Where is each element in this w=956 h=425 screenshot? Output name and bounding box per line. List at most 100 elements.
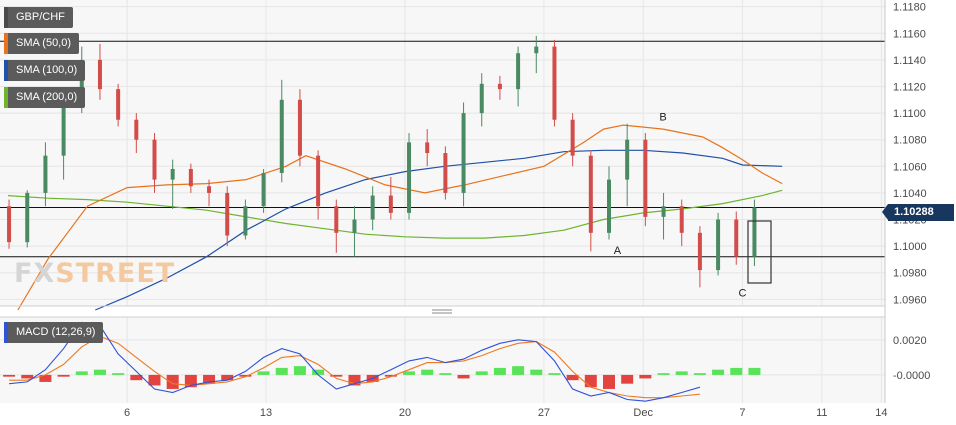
candle-body	[352, 219, 357, 233]
candle-body	[134, 119, 139, 140]
y-tick-label: 1.0980	[893, 268, 927, 280]
macd-series	[3, 321, 761, 402]
candle-body	[334, 206, 339, 233]
x-axis-labels: 6 13 20 27 Dec 7 11 14	[124, 407, 887, 419]
candle-body	[625, 139, 630, 180]
candle-body	[297, 99, 302, 156]
annotations: A B C	[614, 112, 747, 300]
macd-histogram-bar	[439, 373, 452, 375]
candle-body	[225, 192, 230, 236]
macd-histogram-bar	[403, 371, 416, 375]
macd-histogram-bar	[184, 374, 197, 388]
candle-body	[43, 155, 48, 193]
legend-gbpchf: GBP/CHF	[4, 7, 73, 28]
candle-body	[25, 192, 30, 243]
macd-histogram-bar	[530, 369, 543, 375]
macd-histogram-bar	[548, 373, 561, 375]
candle-body	[152, 139, 157, 180]
candle-body	[497, 83, 502, 90]
macd-histogram-bar	[75, 371, 88, 375]
candle-body	[588, 155, 593, 233]
macd-histogram-bar	[221, 374, 234, 381]
y-tick-label: 1.0960	[893, 294, 927, 306]
candles	[7, 35, 757, 288]
y-tick-label: 1.1000	[893, 241, 927, 253]
y-tick-label: 1.1100	[893, 108, 926, 120]
macd-histogram-bar	[257, 371, 270, 375]
x-tick-label: 20	[399, 407, 411, 419]
macd-histogram-bar	[39, 374, 52, 382]
legend-swatch	[4, 33, 8, 54]
macd-histogram-bar	[21, 374, 34, 379]
candle-body	[316, 155, 321, 207]
macd-histogram-bar	[239, 374, 252, 377]
fxstreet-watermark-logo: FXSTREET	[14, 258, 176, 289]
candle-body	[261, 172, 266, 207]
candle-body	[552, 46, 557, 120]
x-tick-label: Dec	[633, 407, 653, 419]
macd-histogram-bar	[639, 374, 652, 379]
candle-body	[79, 59, 84, 107]
legend-label: SMA (100,0)	[16, 64, 78, 76]
annotation-label: B	[659, 112, 666, 124]
candle-body	[643, 139, 648, 217]
macd-histogram-bar	[384, 374, 397, 377]
x-tick-label: 27	[538, 407, 550, 419]
macd-line	[9, 321, 701, 402]
macd-histogram-bar	[493, 367, 506, 375]
candle-body	[570, 119, 575, 156]
candle-body	[388, 195, 393, 213]
candle-body	[243, 206, 248, 236]
macd-histogram-bar	[166, 374, 179, 389]
macd-histogram-bar	[748, 367, 761, 375]
sma-200-line	[7, 189, 783, 239]
candle-body	[661, 206, 666, 217]
y-tick-label: 1.1080	[893, 135, 927, 147]
macd-histogram-bar	[293, 366, 306, 375]
candle-body	[607, 179, 611, 233]
y-tick-label: 1.1120	[893, 81, 926, 93]
annotation-label: A	[614, 245, 622, 257]
annotation-label: C	[738, 287, 746, 299]
y-tick-label: 1.1160	[893, 28, 926, 40]
macd-histogram-bar	[203, 374, 216, 384]
macd-histogram-bar	[312, 369, 325, 375]
candle-body	[279, 99, 284, 173]
y-tick-label: 1.1060	[893, 161, 927, 173]
macd-histogram-bar	[421, 369, 434, 375]
legend-sma200: SMA (200,0)	[4, 87, 86, 108]
legend-swatch	[4, 60, 8, 81]
macd-histogram-bar	[3, 374, 16, 377]
legend-sma100: SMA (100,0)	[4, 60, 86, 81]
candle-body	[697, 232, 702, 271]
macd-histogram-bar	[275, 367, 288, 375]
y-tick-label: 1.1040	[893, 188, 927, 200]
candle-body	[534, 46, 539, 54]
macd-histogram-bar	[657, 373, 670, 375]
legend-swatch	[4, 7, 8, 28]
macd-pane-background	[0, 317, 885, 403]
candle-body	[479, 83, 484, 114]
macd-histogram-bar	[730, 367, 743, 375]
candle-body	[516, 53, 521, 90]
macd-histogram-bar	[130, 374, 143, 381]
candle-body	[425, 142, 430, 153]
candle-body	[61, 106, 66, 156]
macd-y-tick-label: 0.0020	[893, 335, 927, 347]
pane-resize-handle[interactable]	[432, 309, 452, 314]
y-tick-label: 1.1180	[893, 2, 926, 14]
candle-body	[170, 168, 175, 180]
candle-body	[97, 59, 102, 90]
y-axis-labels: 1.1180 1.1160 1.1140 1.1120 1.1100 1.1080 1.10…	[893, 2, 927, 307]
macd-y-tick-label: -0.0000	[893, 370, 930, 382]
macd-y-axis-labels: 0.0020 -0.0000	[893, 335, 930, 382]
legend-label: SMA (200,0)	[16, 91, 78, 103]
macd-histogram-bar	[621, 374, 634, 384]
macd-histogram-bar	[712, 369, 725, 375]
macd-histogram-bar	[57, 374, 70, 377]
y-tick-label: 1.1140	[893, 55, 926, 67]
macd-histogram-bar	[148, 374, 161, 386]
legend-label: GBP/CHF	[16, 11, 65, 23]
highlight-box	[747, 220, 772, 284]
